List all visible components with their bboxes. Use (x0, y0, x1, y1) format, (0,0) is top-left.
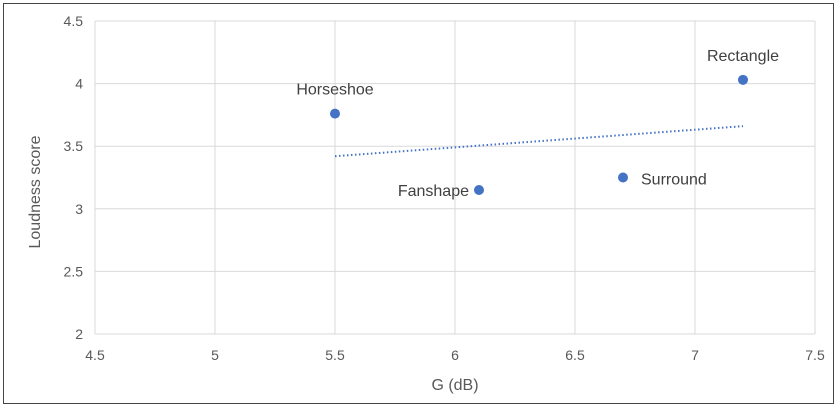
grid-lines (94, 20, 816, 335)
point-label-fanshape: Fanshape (398, 183, 469, 200)
x-tick-label: 6.5 (565, 347, 585, 363)
y-tick-label: 4.5 (64, 13, 84, 29)
y-tick-labels: 2 2.5 3 3.5 4 4.5 (64, 13, 84, 342)
x-tick-label: 7.5 (805, 347, 825, 363)
x-tick-label: 7 (691, 347, 699, 363)
trendline (334, 125, 744, 158)
y-tick-label: 4 (75, 76, 83, 92)
x-tick-label: 4.5 (85, 347, 105, 363)
data-point-horseshoe (330, 108, 340, 119)
x-tick-label: 5 (211, 347, 219, 363)
data-point-fanshape (474, 185, 484, 196)
trendline-group (334, 125, 744, 158)
point-label-horseshoe: Horseshoe (296, 82, 373, 99)
y-axis-title: Loudness score (27, 135, 44, 248)
x-tick-label: 5.5 (325, 347, 345, 363)
point-labels: Horseshoe Fanshape Surround Rectangle (296, 48, 779, 200)
x-axis-title: G (dB) (431, 377, 478, 394)
x-tick-labels: 4.5 5 5.5 6 6.5 7 7.5 (85, 347, 825, 363)
data-point-surround (618, 172, 628, 183)
point-label-surround: Surround (641, 172, 707, 189)
point-label-rectangle: Rectangle (707, 48, 779, 65)
data-point-rectangle (738, 74, 748, 85)
x-tick-label: 6 (451, 347, 459, 363)
y-tick-label: 3 (75, 201, 83, 217)
y-tick-label: 3.5 (64, 138, 84, 154)
y-tick-label: 2 (75, 326, 83, 342)
data-points (330, 74, 748, 196)
y-tick-label: 2.5 (64, 263, 84, 279)
